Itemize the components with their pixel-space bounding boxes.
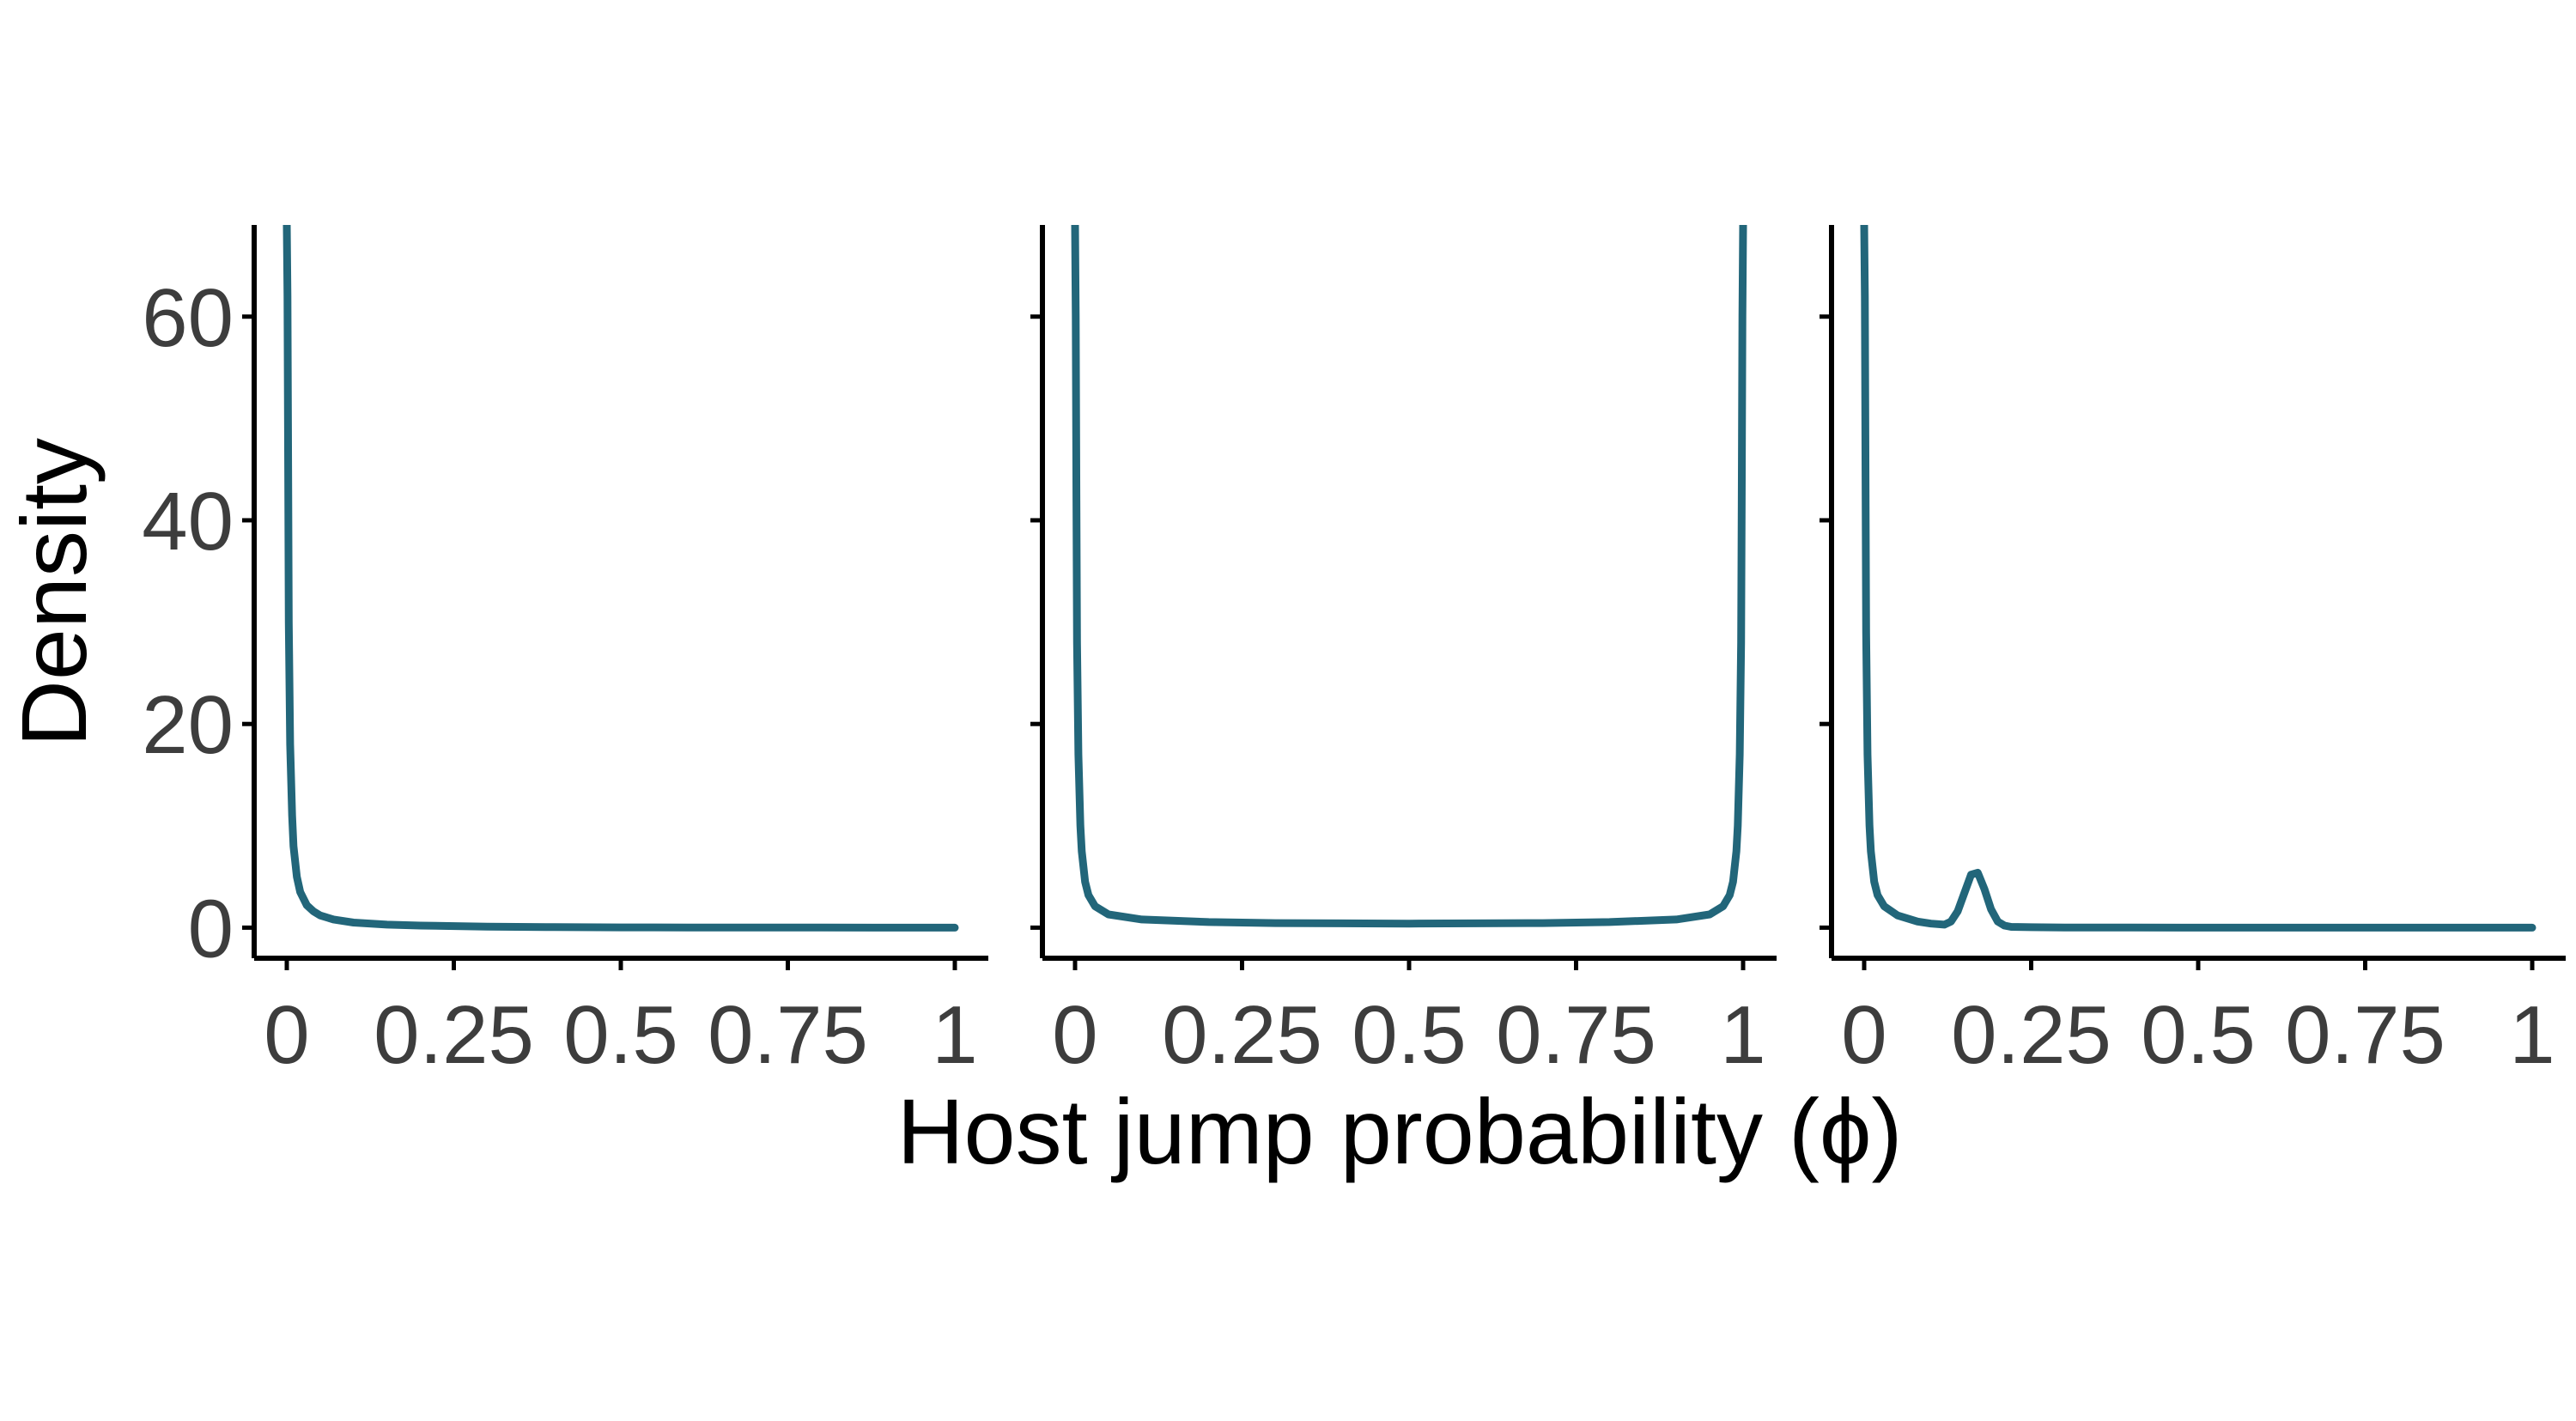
- y-tick-label: 0: [188, 883, 234, 975]
- density-line: [283, 225, 959, 932]
- panel-3: 0 0.25 0.5 0.75 1: [1820, 225, 2566, 1081]
- x-tick-label: 0: [1841, 989, 1886, 1081]
- x-tick-label: 1: [1720, 989, 1765, 1081]
- x-axis-title: Host jump probability (ϕ): [897, 1079, 1903, 1183]
- x-tick-label: 0.75: [1496, 989, 1656, 1081]
- y-tick-label: 40: [142, 476, 234, 568]
- y-tick-label: 20: [142, 679, 234, 771]
- x-tick-label: 0.5: [563, 989, 677, 1081]
- x-tick-label: 0.5: [2141, 989, 2255, 1081]
- x-tick-label: 0.25: [374, 989, 534, 1081]
- panel-1: 0 0.25 0.5 0.75 1 0 20 40 60: [142, 225, 988, 1081]
- y-tick-label: 60: [142, 272, 234, 364]
- x-tick-label: 0: [1052, 989, 1097, 1081]
- x-tick-label: 0: [264, 989, 309, 1081]
- x-tick-label: 0.75: [708, 989, 868, 1081]
- x-tick-label: 1: [932, 989, 977, 1081]
- x-tick-label: 0.25: [1162, 989, 1322, 1081]
- x-tick-label: 0.25: [1951, 989, 2111, 1081]
- y-axis-title: Density: [2, 438, 106, 747]
- x-tick-label: 0.5: [1352, 989, 1466, 1081]
- x-tick-label: 1: [2509, 989, 2555, 1081]
- x-tick-label: 0.75: [2285, 989, 2445, 1081]
- panel-2: 0 0.25 0.5 0.75 1: [1030, 225, 1777, 1081]
- density-line: [1860, 225, 2537, 932]
- density-line: [1071, 225, 1747, 928]
